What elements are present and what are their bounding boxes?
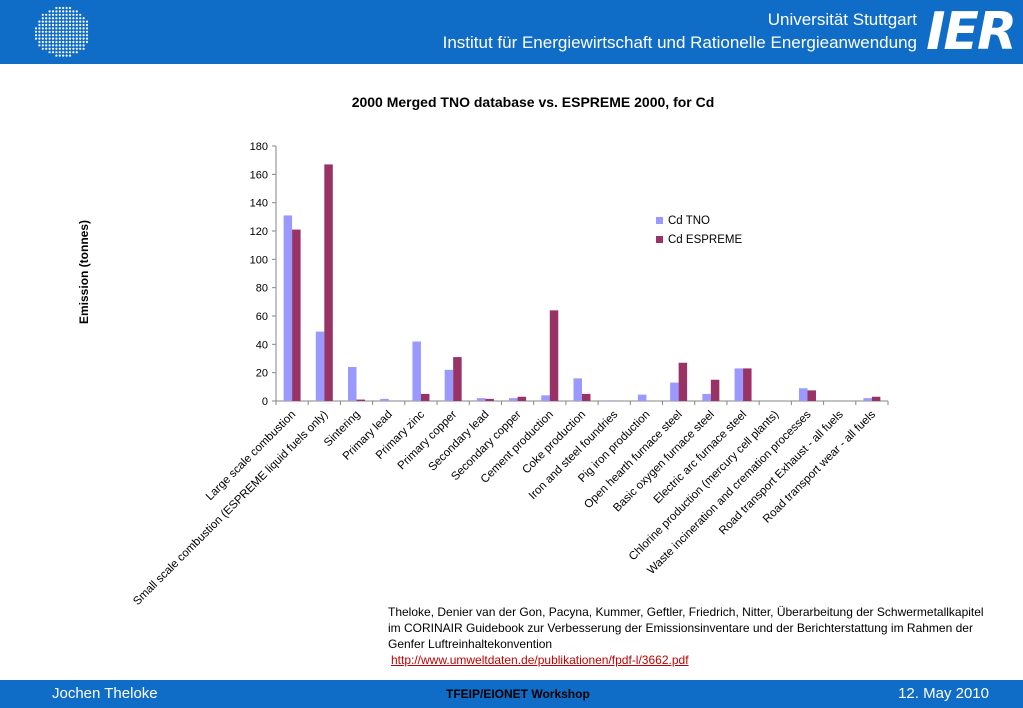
bar-espreme <box>485 398 494 401</box>
y-tick-label: 60 <box>256 311 268 323</box>
university-name: Universität Stuttgart <box>767 10 917 29</box>
bar-tno <box>798 388 808 401</box>
y-tick-label: 20 <box>256 368 268 380</box>
bar-tno <box>637 394 647 401</box>
bar-tno <box>412 341 421 401</box>
citation-link[interactable]: http://www.umweltdaten.de/publikationen/… <box>391 653 689 667</box>
footer-bar: Jochen Theloke TFEIP/EIONET Workshop 12.… <box>0 680 1023 708</box>
bar-tno <box>734 368 744 401</box>
institute-name: Institut für Energiewirtschaft und Ratio… <box>442 33 917 52</box>
y-tick-label: 0 <box>262 396 268 408</box>
bar-espreme <box>871 396 881 401</box>
legend-swatch <box>656 236 663 243</box>
x-tick-label: Primary copper <box>396 409 460 473</box>
footer-date: 12. May 2010 <box>898 685 989 702</box>
header-bar: Universität Stuttgart Institut für Energ… <box>0 0 1023 64</box>
y-tick-label: 80 <box>256 283 268 295</box>
y-axis-label: Emission (tonnes) <box>77 220 91 324</box>
bar-tno <box>573 378 582 401</box>
bar-espreme <box>582 393 591 401</box>
y-tick-label: 120 <box>250 226 268 238</box>
bar-espreme <box>743 368 752 401</box>
footer-author: Jochen Theloke <box>52 685 158 702</box>
citation: Theloke, Denier van der Gon, Pacyna, Kum… <box>388 604 988 668</box>
bar-espreme <box>549 310 559 401</box>
bar-tno <box>283 215 293 401</box>
bar-tno <box>863 398 872 401</box>
bar-espreme <box>453 357 462 401</box>
bar-tno <box>348 367 357 401</box>
bar-espreme <box>678 362 688 401</box>
y-tick-label: 40 <box>256 339 268 351</box>
bar-espreme <box>292 229 301 401</box>
y-tick-label: 180 <box>250 141 268 153</box>
legend-label: Cd ESPREME <box>668 234 742 246</box>
x-tick-label: Chlorine production (mercury cell plants… <box>627 409 782 564</box>
bar-espreme <box>324 164 333 401</box>
bar-tno <box>380 398 389 401</box>
chart-title: 2000 Merged TNO database vs. ESPREME 200… <box>351 94 715 110</box>
bar-espreme <box>710 379 720 401</box>
bar-tno <box>315 331 325 401</box>
y-tick-label: 100 <box>250 254 268 266</box>
bar-espreme <box>356 399 366 401</box>
bar-tno <box>605 400 615 401</box>
footer-event: TFEIP/EIONET Workshop <box>446 687 590 701</box>
bar-tno <box>702 393 711 401</box>
bar-tno <box>444 369 454 401</box>
bar-tno <box>509 398 518 401</box>
ier-logo: IER <box>926 2 1017 62</box>
citation-text: Theloke, Denier van der Gon, Pacyna, Kum… <box>388 605 984 651</box>
university-logo-icon <box>34 6 89 57</box>
y-tick-label: 140 <box>250 198 268 210</box>
y-tick-label: 160 <box>250 169 268 181</box>
bar-tno <box>670 382 679 401</box>
bar-espreme <box>420 393 430 401</box>
bar-tno <box>541 395 550 401</box>
legend-label: Cd TNO <box>668 215 710 227</box>
legend-swatch <box>656 217 663 224</box>
bar-tno <box>476 398 486 401</box>
x-tick-label: Small scale combustion (ESPREME liquid f… <box>131 409 330 608</box>
bar-espreme <box>517 396 527 401</box>
bar-espreme <box>807 390 816 401</box>
